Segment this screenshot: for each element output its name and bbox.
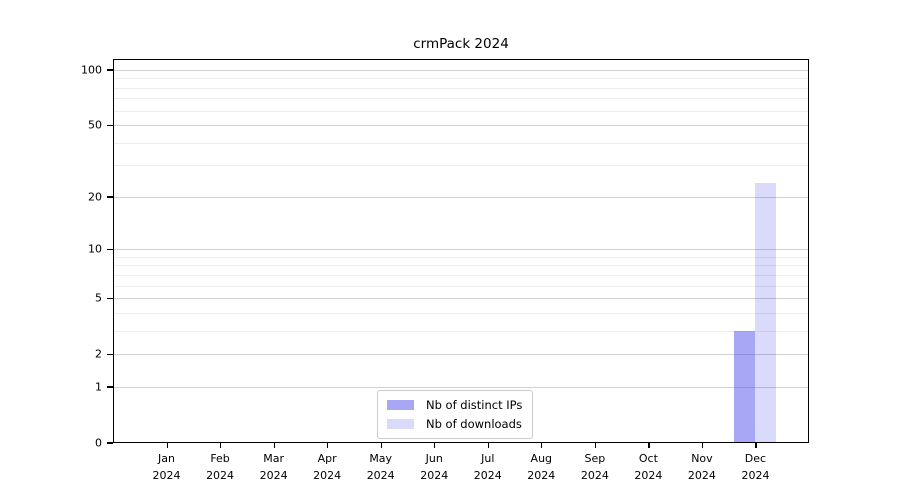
y-axis-tick	[107, 353, 113, 355]
x-axis-tick	[648, 443, 650, 448]
x-tick-label: Nov 2024	[687, 452, 716, 482]
gridline-minor	[113, 265, 809, 267]
y-tick-label: 20	[88, 190, 102, 204]
y-axis-tick	[107, 442, 113, 444]
x-tick-label: Apr 2024	[313, 452, 342, 482]
bar-layer	[113, 59, 809, 443]
y-tick-label: 50	[88, 118, 102, 132]
y-tick-label: 1	[95, 380, 102, 394]
legend-label-distinct-ips: Nb of distinct IPs	[426, 398, 523, 412]
x-tick-label: Dec 2024	[741, 452, 770, 482]
legend-label-downloads: Nb of downloads	[426, 417, 522, 431]
bar-nb-of-distinct-ips	[734, 330, 756, 443]
x-tick-label: Feb 2024	[206, 452, 235, 482]
x-axis-tick	[434, 443, 436, 448]
x-axis-tick	[327, 443, 329, 448]
y-tick-label: 2	[95, 347, 102, 361]
x-tick-label: May 2024	[366, 452, 395, 482]
legend-swatch-distinct-ips-icon	[387, 400, 414, 410]
gridline-minor	[113, 330, 809, 332]
y-axis-tick	[107, 248, 113, 250]
x-tick-label: Jul 2024	[473, 452, 502, 482]
gridline-minor	[113, 98, 809, 100]
x-tick-label: Sep 2024	[580, 452, 609, 482]
gridline-minor	[113, 274, 809, 276]
x-tick-label: Oct 2024	[634, 452, 663, 482]
gridline-major	[113, 196, 809, 198]
x-axis-tick	[487, 443, 489, 448]
x-tick-label: Aug 2024	[527, 452, 556, 482]
gridline-major	[113, 354, 809, 356]
gridline-minor	[113, 256, 809, 258]
plot-area	[113, 59, 809, 443]
x-axis-tick	[594, 443, 597, 448]
y-axis-tick	[107, 196, 113, 198]
gridline-major	[113, 125, 809, 127]
chart-title: crmPack 2024	[413, 36, 509, 52]
gridline-major	[113, 386, 809, 388]
grid-layer	[113, 59, 809, 443]
gridline-major	[113, 298, 809, 300]
legend-swatch-downloads-icon	[387, 419, 414, 429]
bar-nb-of-downloads	[755, 182, 777, 443]
gridline-major	[113, 70, 809, 71]
y-axis-tick	[107, 69, 113, 71]
gridline-major	[113, 249, 809, 251]
x-axis-tick	[273, 443, 275, 448]
y-tick-label: 0	[95, 436, 102, 450]
legend: Nb of distinct IPs Nb of downloads	[377, 390, 534, 439]
plot-border	[113, 59, 809, 443]
gridline-minor	[113, 87, 809, 89]
y-tick-label: 100	[81, 63, 102, 77]
x-tick-label: Jun 2024	[420, 452, 449, 482]
y-axis-tick	[107, 124, 113, 126]
gridline-minor	[113, 110, 809, 112]
x-axis-tick	[701, 443, 704, 448]
y-tick-label: 10	[88, 242, 102, 256]
y-axis-tick	[107, 297, 113, 299]
y-tick-label: 5	[95, 291, 102, 305]
y-axis-tick	[107, 386, 113, 388]
legend-item-distinct-ips: Nb of distinct IPs	[387, 398, 522, 412]
gridline-minor	[113, 78, 809, 80]
gridline-minor	[113, 142, 809, 144]
x-tick-label: Mar 2024	[259, 452, 288, 482]
x-axis-tick	[166, 443, 168, 448]
x-axis-tick	[380, 443, 382, 448]
x-tick-label: Jan 2024	[152, 452, 181, 482]
gridline-minor	[113, 165, 809, 167]
gridline-minor	[113, 312, 809, 314]
x-axis-tick	[220, 443, 222, 448]
gridline-minor	[113, 285, 809, 287]
legend-item-downloads: Nb of downloads	[387, 417, 522, 431]
x-axis-tick	[541, 443, 543, 448]
x-axis-tick	[755, 443, 757, 448]
